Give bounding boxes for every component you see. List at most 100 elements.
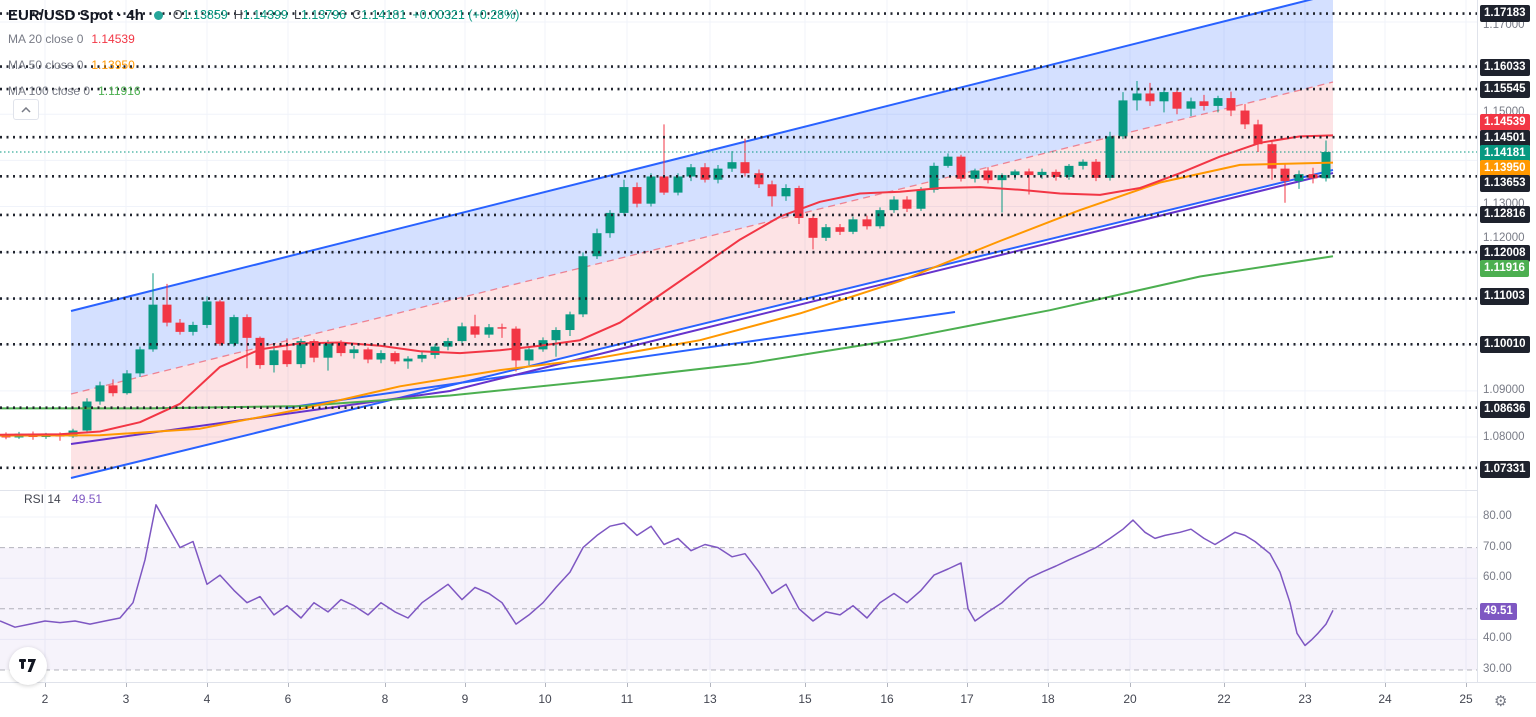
candle-body (363, 349, 373, 360)
candle-body (1118, 100, 1128, 137)
ohlc-low: L1.13796 (293, 8, 347, 22)
candle-body (605, 212, 615, 234)
candle-body (1010, 171, 1020, 176)
time-label: 10 (538, 692, 552, 706)
live-status-icon (153, 10, 163, 20)
candle-body (1145, 93, 1155, 102)
time-label: 16 (880, 692, 894, 706)
channel-upper-fill (71, 0, 1333, 394)
candle-body (188, 324, 198, 332)
price-axis-badge: 1.14539 (1480, 113, 1530, 131)
candle-body (673, 176, 683, 193)
candle-body (659, 176, 669, 193)
indicator-row-ma50[interactable]: MA 50 close 0 1.13950 (8, 52, 525, 78)
candle-body (269, 350, 279, 366)
candle-body (902, 199, 912, 209)
time-label: 13 (703, 692, 717, 706)
legend-collapse-button[interactable] (13, 99, 39, 120)
symbol-title-row[interactable]: EUR/USD Spot · 4h O1.13859 H1.14399 L1.1… (8, 4, 525, 26)
time-tick (1385, 683, 1386, 687)
ma-line-ma50 (0, 161, 1334, 437)
candle-body (1253, 124, 1263, 145)
rsi-value-badge: 49.51 (1480, 602, 1517, 620)
channel-lower-fill (71, 82, 1333, 478)
candle-body (1159, 92, 1169, 102)
candle-body (457, 326, 467, 342)
indicator-row-ma100[interactable]: MA 100 close 0 1.11916 (8, 78, 525, 104)
price-axis-badge: 1.12008 (1480, 244, 1530, 262)
time-tick (1305, 683, 1306, 687)
time-label: 8 (381, 692, 389, 706)
indicator-value: 1.13950 (91, 58, 135, 72)
candle-body (1172, 92, 1182, 109)
indicator-value: 1.14539 (91, 32, 135, 46)
candle-body (1294, 174, 1304, 182)
candle-body (497, 327, 507, 329)
candle-body (1186, 101, 1196, 109)
price-axis-badge: 1.08636 (1480, 400, 1530, 418)
candle-body (1213, 98, 1223, 106)
rsi-legend-row[interactable]: RSI 14 49.51 (24, 492, 102, 506)
candle-body (781, 188, 791, 197)
tradingview-logo-icon (19, 659, 36, 672)
price-chart-canvas[interactable] (0, 0, 1477, 489)
candle-body (1132, 93, 1142, 101)
candle-body (862, 219, 872, 227)
price-axis-badge: 1.07331 (1480, 460, 1530, 478)
candle-body (1226, 98, 1236, 111)
candle-body (1321, 152, 1331, 179)
time-label: 9 (461, 692, 469, 706)
candle-body (929, 165, 939, 190)
candle-body (282, 350, 292, 365)
rsi-axis-label: 30.00 (1483, 663, 1512, 675)
ma-line-ma20 (0, 134, 1334, 436)
candle-body (309, 341, 319, 358)
candle-body (323, 342, 333, 358)
price-axis-label: 1.17000 (1483, 19, 1525, 31)
time-label: 11 (620, 692, 634, 706)
candle-body (835, 227, 845, 232)
candle-body (794, 188, 804, 218)
time-label: 25 (1459, 692, 1473, 706)
rsi-chart-canvas[interactable] (0, 490, 1477, 683)
candle-body (713, 168, 723, 180)
time-tick (207, 683, 208, 687)
chevron-up-icon (21, 106, 31, 113)
time-tick (465, 683, 466, 687)
candle-body (1199, 101, 1209, 106)
time-axis[interactable]: 2 3 4 6 8 9 10 11 13 15 16 17 18 20 22 23 24 25 (0, 682, 1536, 717)
rsi-axis-label: 70.00 (1483, 541, 1512, 553)
candle-body (1051, 171, 1061, 177)
price-axis-badge: 1.11003 (1480, 287, 1529, 305)
candle-body (336, 342, 346, 354)
candle-body (578, 256, 588, 315)
candle-body (511, 328, 521, 361)
candle-body (108, 385, 118, 394)
candle-body (417, 354, 427, 359)
price-axis-label: 1.12000 (1483, 232, 1525, 244)
indicator-label: MA 100 close 0 (8, 84, 91, 98)
candle-body (390, 353, 400, 362)
time-label: 4 (203, 692, 211, 706)
candle-body (767, 184, 777, 197)
candle-body (376, 353, 386, 360)
candle-body (215, 301, 225, 344)
indicator-row-ma20[interactable]: MA 20 close 0 1.14539 (8, 26, 525, 52)
candle-body (296, 341, 306, 365)
price-axis-badge: 1.16033 (1480, 58, 1530, 76)
price-change: +0.00321 (+0.28%) (412, 8, 520, 22)
time-tick (805, 683, 806, 687)
time-label: 20 (1123, 692, 1137, 706)
candle-body (970, 170, 980, 179)
candle-body (875, 210, 885, 227)
ohlc-high: H1.14399 (233, 8, 288, 22)
tradingview-logo[interactable] (9, 647, 47, 685)
candle-body (443, 341, 453, 347)
candle-body (202, 301, 212, 325)
candle-body (1064, 165, 1074, 177)
candle-body (82, 401, 92, 431)
price-axis[interactable]: 1.17000 1.15000 1.13000 1.12000 1.09000 1.080… (1477, 0, 1536, 682)
gear-icon[interactable]: ⚙ (1494, 693, 1508, 710)
time-label: 18 (1041, 692, 1055, 706)
channel-upper-line (70, 0, 1314, 312)
